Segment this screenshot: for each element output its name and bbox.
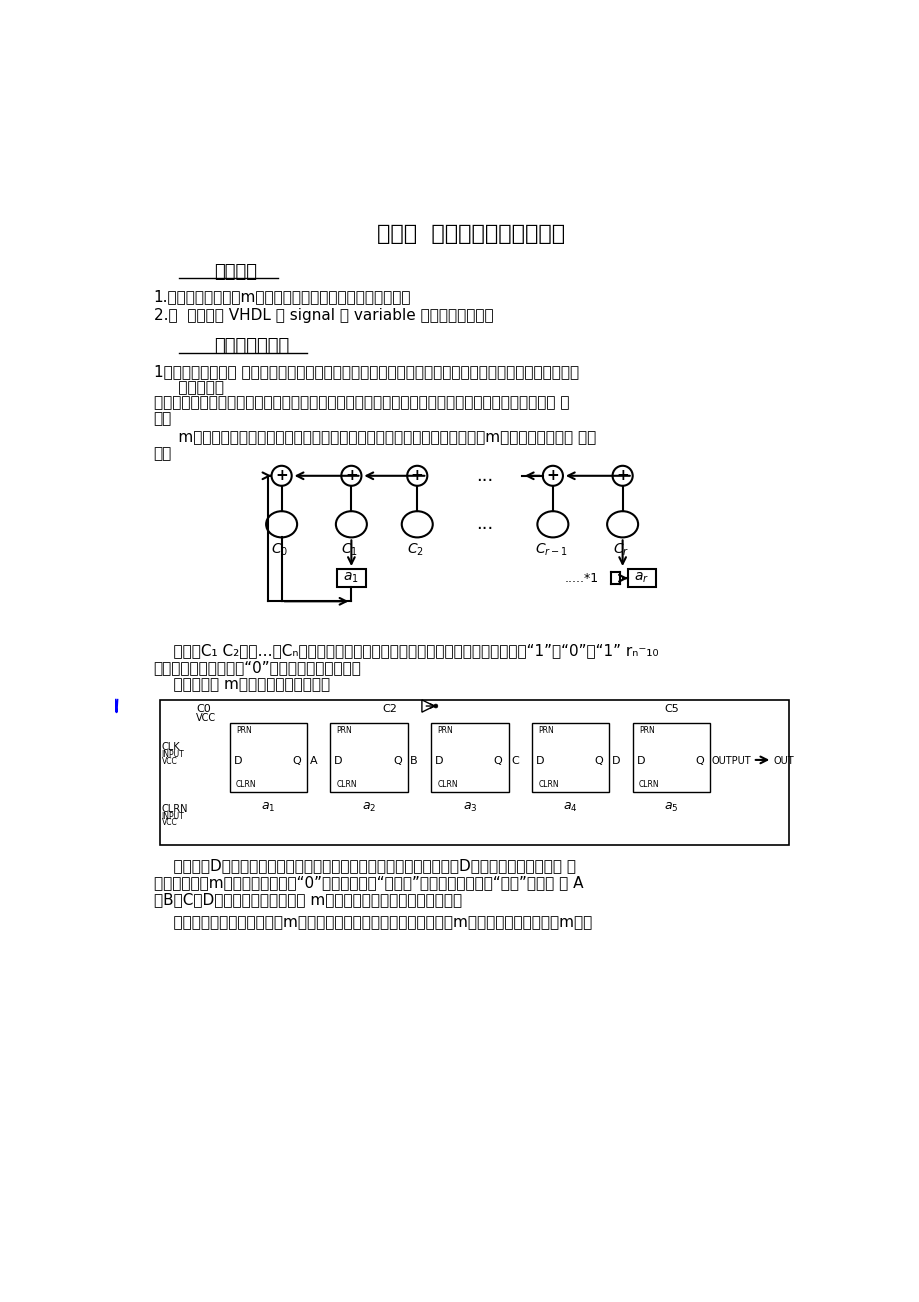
Text: 收。: 收。: [153, 411, 172, 426]
Text: +: +: [345, 469, 357, 483]
Text: CLRN: CLRN: [638, 780, 659, 789]
Text: CLRN: CLRN: [235, 780, 256, 789]
Text: $C_0$: $C_0$: [271, 542, 289, 557]
Circle shape: [434, 704, 437, 708]
Text: B: B: [410, 756, 417, 767]
Text: C5: C5: [664, 703, 678, 713]
Text: CLRN: CLRN: [336, 780, 357, 789]
Text: OUTPUT: OUTPUT: [711, 756, 751, 766]
Text: PRN: PRN: [538, 727, 553, 736]
Text: +: +: [616, 469, 629, 483]
Text: ...: ...: [476, 467, 494, 484]
Text: .....*1: .....*1: [564, 572, 598, 585]
Text: $a_1$: $a_1$: [261, 801, 276, 814]
Text: D: D: [435, 756, 443, 767]
Text: INPUT: INPUT: [162, 750, 184, 759]
Text: $a_1$: $a_1$: [343, 572, 358, 586]
Text: D: D: [535, 756, 544, 767]
Text: VCC: VCC: [162, 819, 177, 828]
Text: D: D: [636, 756, 644, 767]
Text: $C_1$: $C_1$: [341, 542, 357, 557]
Text: CLRN: CLRN: [437, 780, 458, 789]
Text: ...: ...: [476, 516, 494, 534]
Text: $C_2$: $C_2$: [407, 542, 424, 557]
Text: $C_r$: $C_r$: [612, 542, 629, 557]
Text: 平，为了避免m序列发生器输出全“0”信号，图中在“模二加”运算后添加了一个“非门”。从图 中 A: 平，为了避免m序列发生器输出全“0”信号，图中在“模二加”运算后添加了一个“非门…: [153, 875, 583, 891]
Text: 1．伪随机序列概述 在扩展频谱通信系统中，伪随机序列起着十分关键的作用。在直接序列扩频系统得发: 1．伪随机序列概述 在扩展频谱通信系统中，伪随机序列起着十分关键的作用。在直接序…: [153, 365, 578, 379]
Text: PRN: PRN: [336, 727, 352, 736]
Text: +: +: [546, 469, 559, 483]
Text: CLRN: CLRN: [538, 780, 558, 789]
Text: Q: Q: [292, 756, 301, 767]
Text: C2: C2: [382, 703, 397, 713]
Text: +: +: [275, 469, 288, 483]
Text: $a_4$: $a_4$: [562, 801, 577, 814]
Text: VCC: VCC: [196, 713, 216, 723]
Text: 其中（C₁ C₂】，…，Cₙ）为反馈系数，也是特征多项式系数。这些系数的取値为“1”或“0”，“1” rₙ⁻₁₀: 其中（C₁ C₂】，…，Cₙ）为反馈系数，也是特征多项式系数。这些系数的取値为“…: [153, 643, 658, 658]
Text: $C_{r-1}$: $C_{r-1}$: [534, 542, 567, 557]
Text: Q: Q: [392, 756, 402, 767]
Text: D: D: [611, 756, 619, 767]
Text: 下图为实际 m序列发生器的电路图：: 下图为实际 m序列发生器的电路图：: [153, 677, 330, 691]
Text: $a_5$: $a_5$: [664, 801, 678, 814]
Text: 实验目的: 实验目的: [214, 263, 257, 280]
Text: VCC: VCC: [162, 756, 177, 766]
Text: C0: C0: [197, 703, 211, 713]
Text: CLK: CLK: [162, 742, 180, 753]
Text: OUT: OUT: [773, 756, 793, 766]
Text: 特征多项式系数决定了一个m序列的特征多项式，同时也决定了一个m序列。下表给出了部分m序列: 特征多项式系数决定了一个m序列的特征多项式，同时也决定了一个m序列。下表给出了部…: [153, 915, 591, 931]
Text: PRN: PRN: [235, 727, 252, 736]
Text: 2.．  深入理解 VHDL 中 signal 和 variable 的不同及其应用；: 2.． 深入理解 VHDL 中 signal 和 variable 的不同及其应…: [153, 309, 493, 323]
Text: 1.掌握伪随机序列（m序列）发生器的基本原理和设计方法；: 1.掌握伪随机序列（m序列）发生器的基本原理和设计方法；: [153, 289, 411, 303]
Text: Q: Q: [695, 756, 703, 767]
Text: A: A: [309, 756, 317, 767]
Text: D: D: [233, 756, 242, 767]
Text: D: D: [334, 756, 343, 767]
Text: $a_2$: $a_2$: [362, 801, 376, 814]
Text: 为：: 为：: [153, 447, 172, 461]
Text: 图中利用D触发器级联的方式完成移位寄存器的功能。在系统清零后，D触发器输出状态均为低 电: 图中利用D触发器级联的方式完成移位寄存器的功能。在系统清零后，D触发器输出状态均…: [153, 858, 575, 874]
Text: C: C: [510, 756, 518, 767]
Text: PRN: PRN: [638, 727, 654, 736]
Text: 机序列将信息序列的频谱扩展，在接收端，伪随机序列将扩频信号恢复为窄带信号，进而完成信息的 接: 机序列将信息序列的频谱扩展，在接收端，伪随机序列将扩频信号恢复为窄带信号，进而完…: [153, 395, 569, 410]
Text: INPUT: INPUT: [162, 811, 184, 820]
Text: CLRN: CLRN: [162, 803, 187, 814]
Text: 表示该反馈支路连通，“0”表示该反馈支路断开。: 表示该反馈支路连通，“0”表示该反馈支路断开。: [153, 660, 361, 674]
Text: +: +: [411, 469, 423, 483]
Text: $a_3$: $a_3$: [462, 801, 477, 814]
Text: $a_r$: $a_r$: [634, 572, 649, 586]
Text: 、B、C、D四个节点均可得到同一 m序列，只是序列的初始相位不同。: 、B、C、D四个节点均可得到同一 m序列，只是序列的初始相位不同。: [153, 892, 461, 907]
Text: 实验七  伪随机序列发生器设计: 实验七 伪随机序列发生器设计: [377, 224, 565, 243]
Text: PRN: PRN: [437, 727, 453, 736]
Text: Q: Q: [494, 756, 502, 767]
Text: m序列又称为最长线形反馈移位寄存器序列，该序列具有很好的相关性能。m序列发生器的基本 结构: m序列又称为最长线形反馈移位寄存器序列，该序列具有很好的相关性能。m序列发生器的…: [153, 431, 596, 445]
Text: Q: Q: [594, 756, 603, 767]
Text: 射端，伪随: 射端，伪随: [153, 380, 223, 396]
Text: 设计描述及方法: 设计描述及方法: [214, 337, 289, 355]
